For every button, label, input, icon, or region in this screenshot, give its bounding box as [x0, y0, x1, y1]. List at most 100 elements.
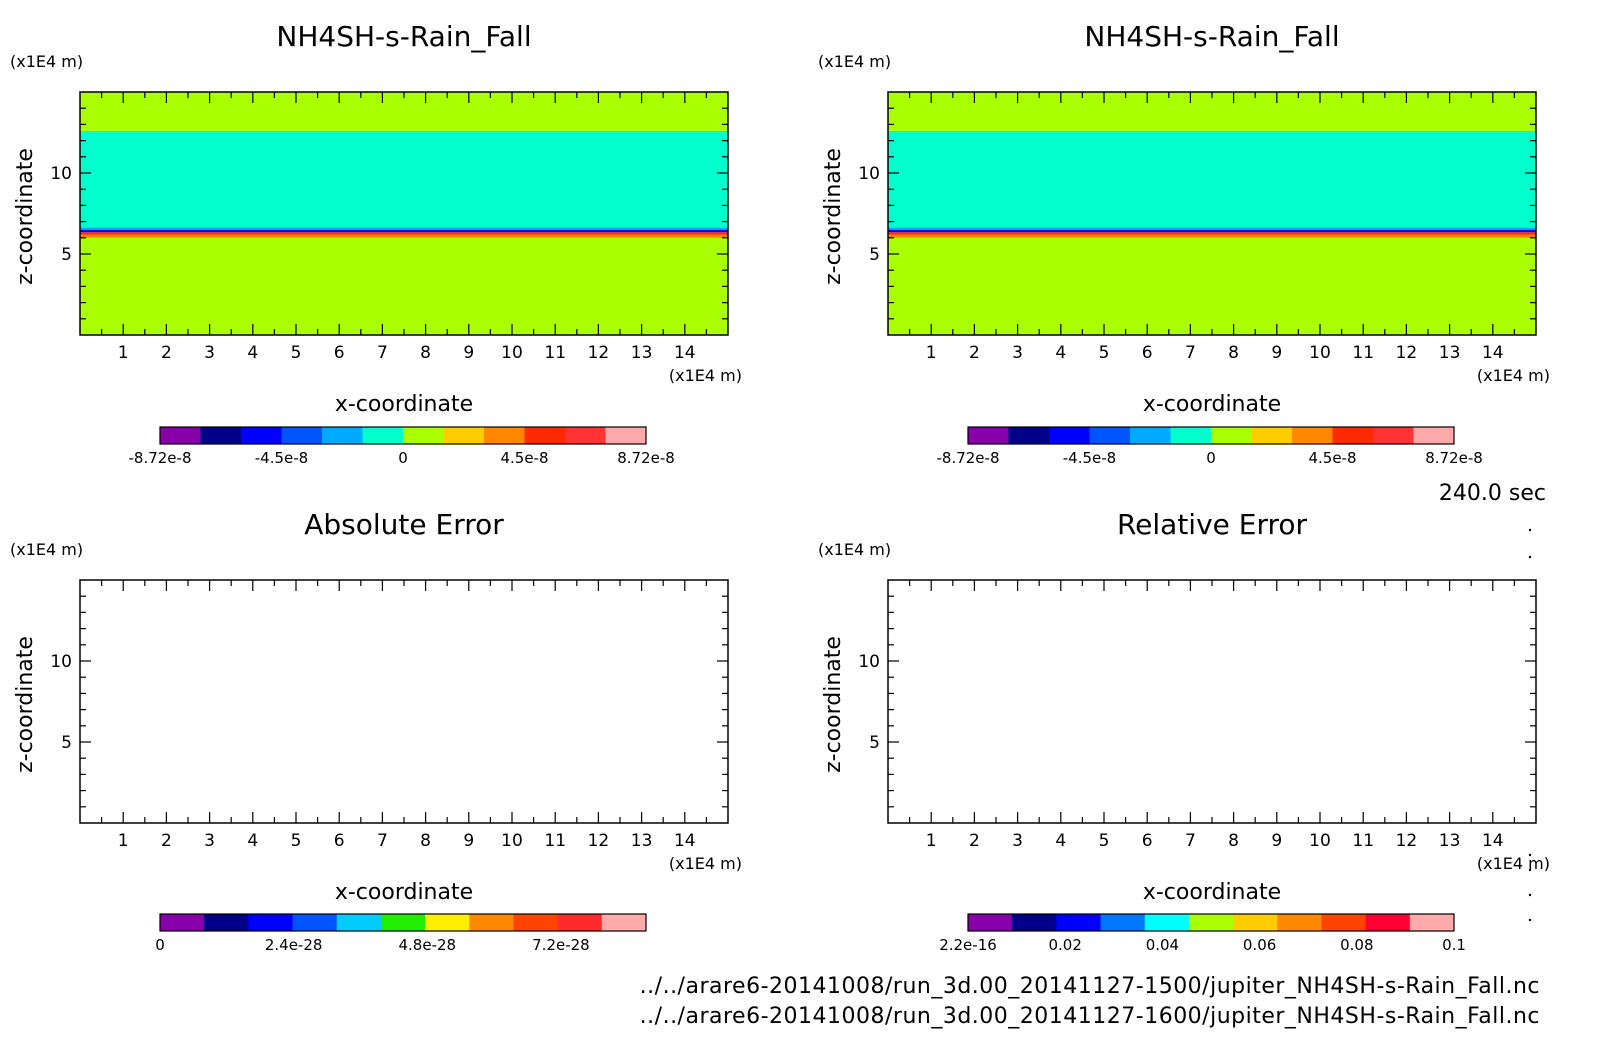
- margin-dot: [1528, 555, 1532, 559]
- colorbar-label: 4.5e-8: [500, 449, 548, 467]
- y-unit-label: (x1E4 m): [10, 540, 83, 559]
- x-tick-label: 8: [1228, 343, 1239, 363]
- x-tick-label: 12: [588, 831, 610, 851]
- x-tick-label: 12: [588, 343, 610, 363]
- data-band: [888, 237, 1536, 335]
- colorbar-cell: [1089, 427, 1131, 444]
- colorbar-cell: [1144, 914, 1190, 931]
- colorbar-cell: [1049, 427, 1090, 444]
- x-axis-label: x-coordinate: [1143, 392, 1281, 417]
- data-band: [80, 234, 728, 238]
- colorbar-cell: [200, 427, 242, 444]
- plot-frame: [79, 579, 729, 824]
- colorbar-cell: [248, 914, 294, 931]
- colorbar-label: 2.4e-28: [265, 936, 323, 954]
- margin-dot: [1528, 868, 1532, 872]
- colorbar-cell: [1130, 427, 1171, 444]
- data-band: [80, 229, 728, 233]
- data-band: [888, 234, 1536, 238]
- x-axis-label: x-coordinate: [335, 880, 473, 905]
- colorbar-cell: [336, 914, 382, 931]
- x-unit-label: (x1E4 m): [669, 366, 742, 385]
- colorbar-cell: [322, 427, 363, 444]
- colorbar-label: 0: [398, 449, 408, 467]
- colorbar-cell: [1233, 914, 1278, 931]
- colorbar-cell: [1365, 914, 1411, 931]
- y-tick-label: 5: [61, 245, 72, 265]
- x-tick-label: 7: [1185, 831, 1196, 851]
- chart-title: Absolute Error: [304, 508, 504, 541]
- y-tick-label: 10: [50, 652, 72, 672]
- x-tick-label: 1: [118, 831, 129, 851]
- x-tick-label: 4: [1055, 831, 1066, 851]
- file-path-1: ../../arare6-20141008/run_3d.00_20141127…: [639, 974, 1540, 999]
- colorbar-cell: [1321, 914, 1367, 931]
- colorbar-cell: [469, 914, 514, 931]
- colorbar-cell: [1251, 427, 1293, 444]
- x-tick-label: 11: [544, 831, 566, 851]
- x-tick-label: 2: [969, 343, 980, 363]
- x-tick-label: 8: [420, 343, 431, 363]
- colorbar-label: -8.72e-8: [937, 449, 1000, 467]
- chart-panel-1: NH4SH-s-Rain_Fall(x1E4 m)1 2 3 4 5 6 7 8 9 10 11 12…: [10, 20, 742, 467]
- colorbar-cell: [1211, 427, 1252, 444]
- x-tick-label: 12: [1396, 343, 1418, 363]
- colorbar-label: 0: [1206, 449, 1216, 467]
- y-axis-label: z-coordinate: [13, 148, 38, 285]
- margin-dot: [1528, 918, 1532, 922]
- data-band: [888, 130, 1536, 228]
- colorbar-cell: [362, 427, 404, 444]
- x-unit-label: (x1E4 m): [1477, 854, 1550, 873]
- colorbar-label: 0: [155, 936, 165, 954]
- x-tick-label: 6: [334, 343, 345, 363]
- y-tick-label: 5: [869, 245, 880, 265]
- colorbar-cell: [601, 914, 647, 931]
- chart-panel-4: Relative Error(x1E4 m)1 2 3 4 5 6 7 8 9 10 11 12 13 1…: [818, 508, 1550, 954]
- x-tick-label: 14: [674, 343, 696, 363]
- colorbar-cell: [1008, 427, 1050, 444]
- x-tick-label: 3: [1012, 343, 1023, 363]
- colorbar-frame: [967, 426, 1455, 445]
- colorbar-label: 0.02: [1048, 936, 1081, 954]
- x-tick-label: 7: [1185, 343, 1196, 363]
- colorbar-cell: [605, 427, 647, 444]
- colorbar-cell: [204, 914, 249, 931]
- x-tick-label: 6: [334, 831, 345, 851]
- colorbar-cell: [403, 427, 444, 444]
- margin-dot: [1528, 528, 1532, 532]
- colorbar-label: -4.5e-8: [1063, 449, 1116, 467]
- x-tick-label: 9: [1271, 831, 1282, 851]
- colorbar-label: 0.1: [1442, 936, 1466, 954]
- colorbar-label: 0.06: [1243, 936, 1276, 954]
- x-tick-label: 9: [463, 831, 474, 851]
- y-tick-label: 10: [50, 164, 72, 184]
- x-tick-label: 1: [926, 831, 937, 851]
- chart-panel-2: NH4SH-s-Rain_Fall(x1E4 m)1 2 3 4 5 6 7 8 9 10 11 12…: [818, 20, 1550, 467]
- x-tick-label: 3: [204, 831, 215, 851]
- x-tick-label: 2: [161, 343, 172, 363]
- x-tick-label: 14: [674, 831, 696, 851]
- x-tick-label: 2: [161, 831, 172, 851]
- data-band: [80, 237, 728, 335]
- margin-dot: [1528, 853, 1532, 857]
- colorbar-cell: [1188, 914, 1234, 931]
- x-tick-label: 10: [1309, 343, 1331, 363]
- colorbar-label: 8.72e-8: [1425, 449, 1483, 467]
- colorbar-label: 7.2e-28: [532, 936, 590, 954]
- colorbar-cell: [1373, 427, 1414, 444]
- colorbar-cell: [557, 914, 603, 931]
- x-tick-label: 13: [631, 831, 653, 851]
- colorbar-cell: [160, 427, 201, 444]
- colorbar-cell: [241, 427, 282, 444]
- colorbar-cell: [281, 427, 323, 444]
- x-tick-label: 8: [1228, 831, 1239, 851]
- colorbar-cell: [968, 427, 1009, 444]
- colorbar-label: 8.72e-8: [617, 449, 675, 467]
- y-tick-label: 5: [61, 733, 72, 753]
- y-tick-label: 5: [869, 733, 880, 753]
- x-tick-label: 3: [204, 343, 215, 363]
- x-tick-label: 9: [1271, 343, 1282, 363]
- chart-panel-3: Absolute Error(x1E4 m)1 2 3 4 5 6 7 8 9 10 11 12 13 1…: [10, 508, 742, 954]
- colorbar-cell: [160, 914, 205, 931]
